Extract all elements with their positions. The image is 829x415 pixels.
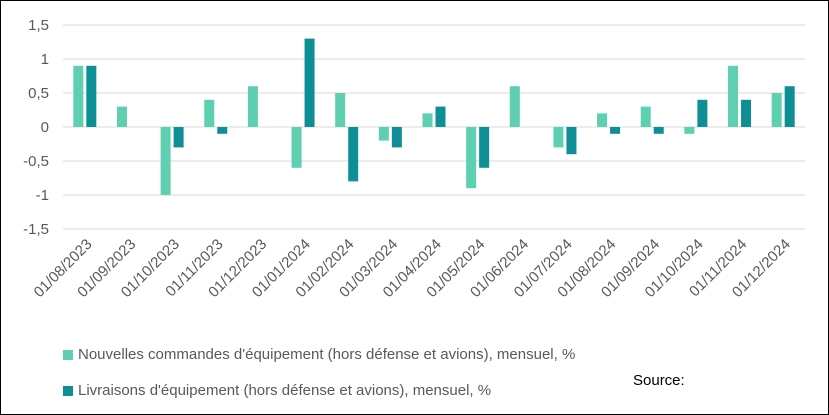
bar-deliveries	[173, 127, 184, 148]
bar-deliveries	[217, 127, 228, 134]
y-tick-label: 1,5	[28, 17, 49, 34]
y-tick-label: -1	[36, 187, 49, 204]
legend-swatch-deliveries	[63, 385, 73, 396]
bar-new-orders	[291, 127, 302, 168]
y-tick-label: 0	[41, 119, 49, 136]
bar-new-orders	[116, 106, 127, 127]
source-label: Source:	[633, 372, 685, 389]
bar-deliveries	[653, 127, 664, 134]
bar-new-orders	[204, 99, 215, 127]
bar-deliveries	[697, 99, 708, 127]
bar-new-orders	[728, 65, 739, 127]
bar-new-orders	[771, 93, 782, 127]
legend-item-new-orders: Nouvelles commandes d'équipement (hors d…	[63, 346, 575, 363]
y-tick-label: 0,5	[28, 85, 49, 102]
bar-deliveries	[610, 127, 621, 134]
legend-label-deliveries: Livraisons d'équipement (hors défense et…	[78, 382, 492, 399]
y-tick-label: 1	[41, 51, 49, 68]
bar-deliveries	[741, 99, 752, 127]
bar-deliveries	[479, 127, 490, 168]
y-tick-label: -1,5	[23, 221, 49, 238]
bar-new-orders	[160, 127, 171, 195]
legend-item-deliveries: Livraisons d'équipement (hors défense et…	[63, 382, 491, 399]
bar-new-orders	[640, 106, 651, 127]
bar-deliveries	[391, 127, 402, 148]
bar-new-orders	[247, 86, 258, 127]
bar-new-orders	[553, 127, 564, 148]
bar-new-orders	[466, 127, 477, 189]
bar-new-orders	[73, 65, 84, 127]
bar-deliveries	[86, 65, 97, 127]
bar-new-orders	[509, 86, 520, 127]
legend-label-new-orders: Nouvelles commandes d'équipement (hors d…	[78, 346, 576, 363]
bar-deliveries	[435, 106, 446, 127]
bar-deliveries	[566, 127, 577, 155]
bar-deliveries	[784, 86, 795, 127]
y-tick-label: -0,5	[23, 153, 49, 170]
bar-deliveries	[348, 127, 359, 182]
bar-new-orders	[378, 127, 389, 141]
legend-swatch-new-orders	[63, 349, 73, 360]
bar-new-orders	[597, 113, 608, 127]
bar-deliveries	[304, 38, 315, 127]
bar-new-orders	[684, 127, 695, 134]
bar-new-orders	[422, 113, 433, 127]
bar-new-orders	[335, 93, 346, 127]
